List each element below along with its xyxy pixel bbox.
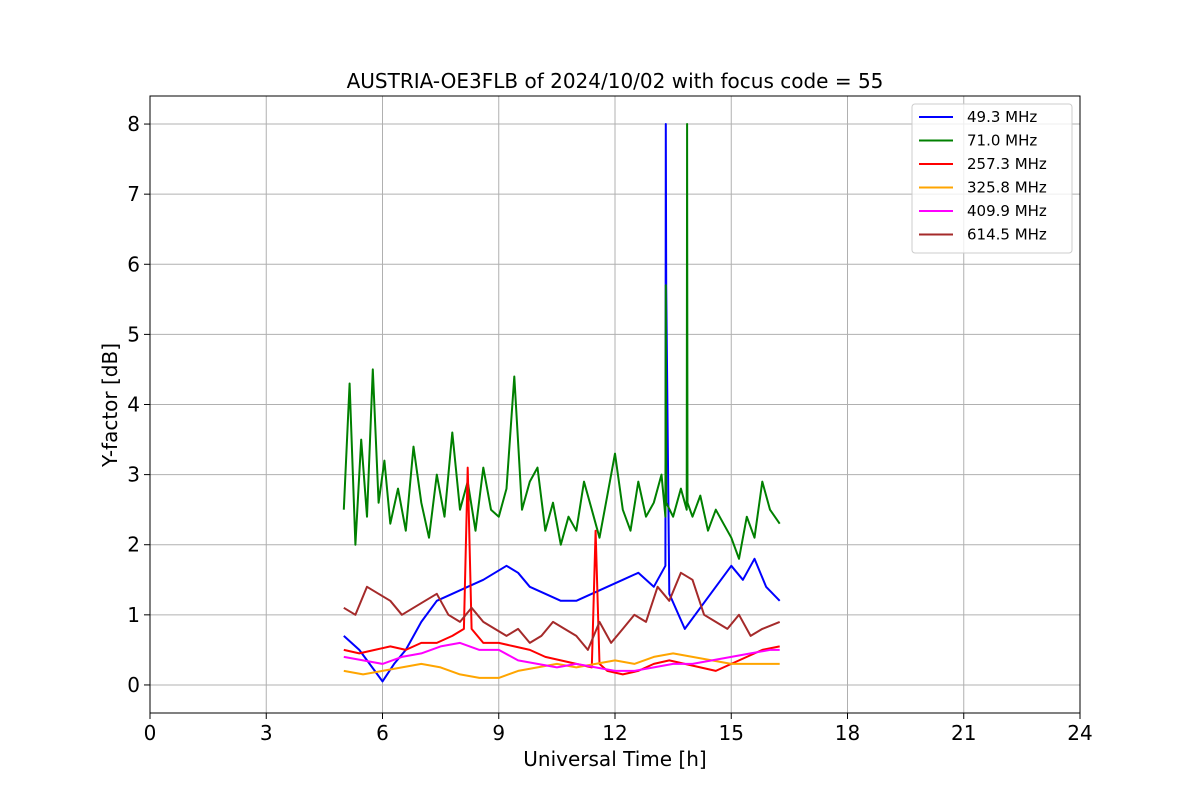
legend-label: 325.8 MHz [967,179,1047,197]
y-tick-label: 3 [127,463,140,487]
x-tick-label: 24 [1067,721,1092,745]
x-tick-label: 15 [719,721,744,745]
x-axis: 0 3 6 9 12 15 18 21 24 [144,713,1093,745]
y-tick-label: 5 [127,322,140,346]
x-tick-label: 6 [376,721,389,745]
legend-label: 614.5 MHz [967,226,1047,244]
y-tick-label: 8 [127,112,140,136]
x-tick-label: 18 [835,721,860,745]
legend-label: 49.3 MHz [967,108,1037,126]
x-tick-label: 12 [602,721,627,745]
y-tick-label: 4 [127,393,140,417]
series-line-0 [343,123,781,683]
y-tick-label: 7 [127,182,140,206]
legend-label: 409.9 MHz [967,202,1047,220]
chart-title: AUSTRIA-OE3FLB of 2024/10/02 with focus … [347,69,884,93]
y-tick-label: 6 [127,252,140,276]
legend: 49.3 MHz 71.0 MHz 257.3 MHz 325.8 MHz 409.9… [911,103,1073,254]
grid [149,96,1081,713]
legend-label: 71.0 MHz [967,132,1037,150]
x-axis-label: Universal Time [h] [523,747,706,771]
y-axis-label: Y-factor [dB] [98,343,122,468]
y-tick-label: 0 [127,673,140,697]
x-tick-label: 0 [144,721,157,745]
x-tick-label: 9 [492,721,505,745]
series-line-2 [343,466,780,676]
series-layer [342,123,781,683]
y-tick-label: 1 [127,603,140,627]
x-tick-label: 21 [951,721,976,745]
series-line-4 [343,641,780,672]
series-line-1 [342,123,781,560]
series-line-5 [343,571,781,651]
x-tick-label: 3 [260,721,273,745]
legend-label: 257.3 MHz [967,155,1047,173]
y-tick-label: 2 [127,533,140,557]
y-axis: 0 1 2 3 4 5 6 7 8 [127,112,150,697]
